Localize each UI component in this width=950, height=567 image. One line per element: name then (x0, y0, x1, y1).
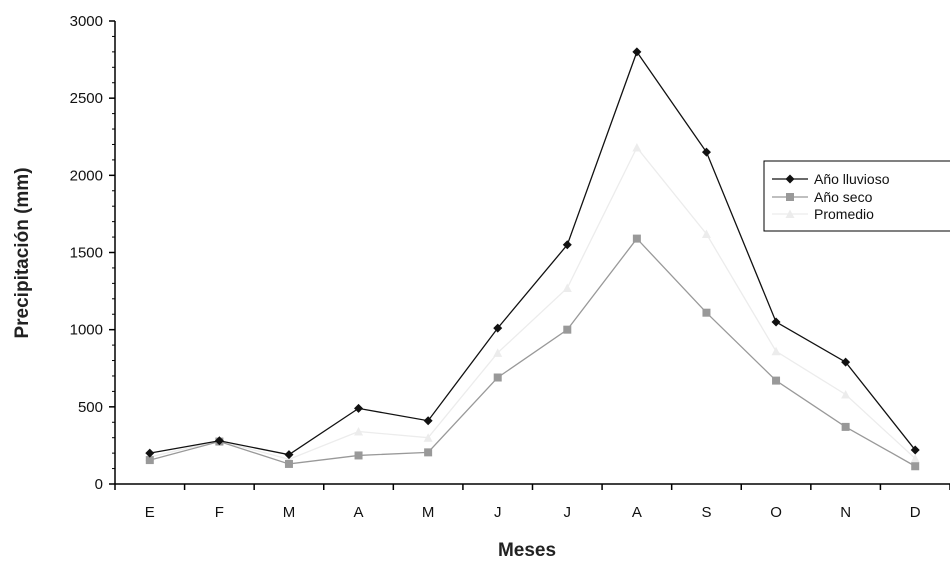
data-point-square (424, 448, 433, 457)
series-line (149, 50, 916, 456)
x-tick-label: A (632, 504, 642, 521)
legend-item-ano-lluvioso: Año lluvioso (772, 171, 890, 187)
data-point-diamond (284, 450, 294, 460)
legend-diamond-marker (785, 174, 795, 184)
x-tick-label: J (564, 504, 572, 521)
data-point-square (911, 462, 920, 471)
data-point-square (493, 373, 502, 382)
data-point-diamond (214, 436, 224, 446)
legend-square-marker (786, 193, 794, 201)
y-tick-label: 500 (78, 399, 103, 416)
x-tick-label: O (770, 504, 782, 521)
series-line (149, 146, 916, 460)
data-point-diamond (562, 240, 572, 250)
data-point-diamond (771, 317, 781, 327)
data-point-square (841, 422, 850, 431)
y-axis: 0 500 1000 1500 2000 2500 3000 (70, 13, 116, 493)
legend-item-ano-seco: Año seco (772, 189, 873, 205)
x-tick-label: F (215, 504, 224, 521)
data-point-triangle (562, 283, 572, 292)
data-point-diamond (632, 47, 642, 57)
x-tick-label: A (354, 504, 364, 521)
y-axis-title: Precipitación (mm) (12, 167, 33, 338)
data-point-diamond (354, 403, 364, 413)
data-point-square (563, 325, 572, 334)
legend-triangle-marker (785, 209, 795, 218)
data-point-triangle (771, 346, 781, 356)
data-point-square (702, 308, 711, 317)
data-point-square (632, 234, 641, 243)
data-point-square (772, 376, 781, 385)
series-1 (145, 234, 920, 471)
data-point-triangle (354, 427, 364, 436)
data-point-square (354, 451, 363, 460)
legend-item-promedio: Promedio (772, 206, 874, 222)
legend-label: Año lluvioso (814, 171, 890, 187)
series-0 (145, 47, 920, 460)
data-point-triangle (910, 454, 920, 463)
data-point-diamond (910, 445, 920, 455)
legend-label: Promedio (814, 206, 874, 222)
data-point-triangle (493, 348, 503, 357)
x-axis-title: Meses (498, 540, 556, 561)
legend-box (763, 160, 950, 232)
y-tick-label: 1500 (70, 245, 103, 262)
x-tick-label: S (701, 504, 711, 521)
x-tick-label: N (840, 504, 851, 521)
data-point-diamond (493, 323, 503, 333)
data-point-triangle (423, 433, 433, 442)
y-tick-label: 2500 (70, 90, 103, 107)
data-point-diamond (841, 357, 851, 367)
data-point-square (145, 456, 154, 465)
x-tick-label: D (910, 504, 921, 521)
x-tick-label: M (422, 504, 435, 521)
data-point-triangle (632, 143, 642, 152)
data-point-square (284, 459, 293, 468)
y-tick-label: 0 (95, 476, 103, 493)
legend: Año lluvioso Año seco Promedio (763, 160, 950, 232)
y-tick-label: 1000 (70, 322, 103, 339)
data-point-triangle (841, 389, 851, 399)
data-point-triangle (701, 229, 711, 238)
legend-label: Año seco (814, 189, 873, 205)
y-tick-label: 3000 (70, 13, 103, 30)
x-tick-label: J (494, 504, 502, 521)
data-point-diamond (423, 416, 433, 426)
data-point-diamond (145, 448, 155, 458)
series-line (149, 237, 916, 467)
data-point-diamond (701, 147, 711, 157)
x-tick-label: M (283, 504, 296, 521)
y-tick-label: 2000 (70, 167, 103, 184)
series-layer (145, 47, 920, 471)
x-tick-label: E (145, 504, 155, 521)
